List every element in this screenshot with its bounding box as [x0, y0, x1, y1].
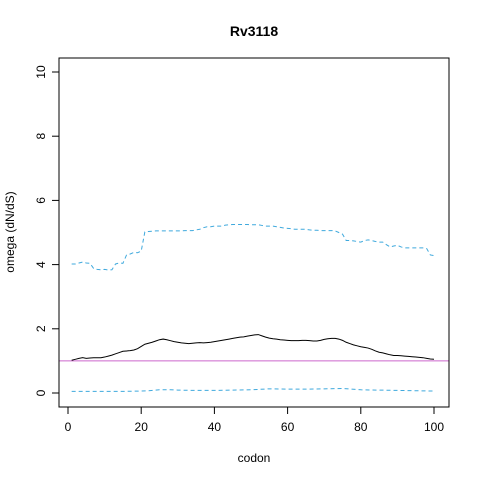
- y-tick-label: 2: [34, 325, 48, 332]
- x-tick-label: 100: [424, 420, 444, 434]
- x-tick-label: 40: [208, 420, 222, 434]
- x-axis-label: codon: [238, 451, 271, 465]
- x-tick-label: 60: [281, 420, 295, 434]
- series-line-lower: [71, 388, 435, 392]
- y-tick-label: 10: [34, 65, 48, 79]
- y-tick-label: 4: [34, 261, 48, 268]
- chart-title: Rv3118: [230, 23, 278, 39]
- x-axis: 0 20 40 60 80 100: [65, 406, 444, 434]
- series-line-estimate: [71, 334, 435, 361]
- series-line-upper: [71, 223, 435, 271]
- x-tick-label: 20: [135, 420, 149, 434]
- y-axis: 0 2 4 6 8 10: [34, 65, 60, 396]
- y-tick-label: 6: [34, 197, 48, 204]
- plot-area: [59, 223, 449, 392]
- x-tick-label: 0: [65, 420, 72, 434]
- y-axis-label: omega (dN/dS): [3, 191, 17, 272]
- y-tick-label: 0: [34, 389, 48, 396]
- x-tick-label: 80: [354, 420, 368, 434]
- y-tick-label: 8: [34, 133, 48, 140]
